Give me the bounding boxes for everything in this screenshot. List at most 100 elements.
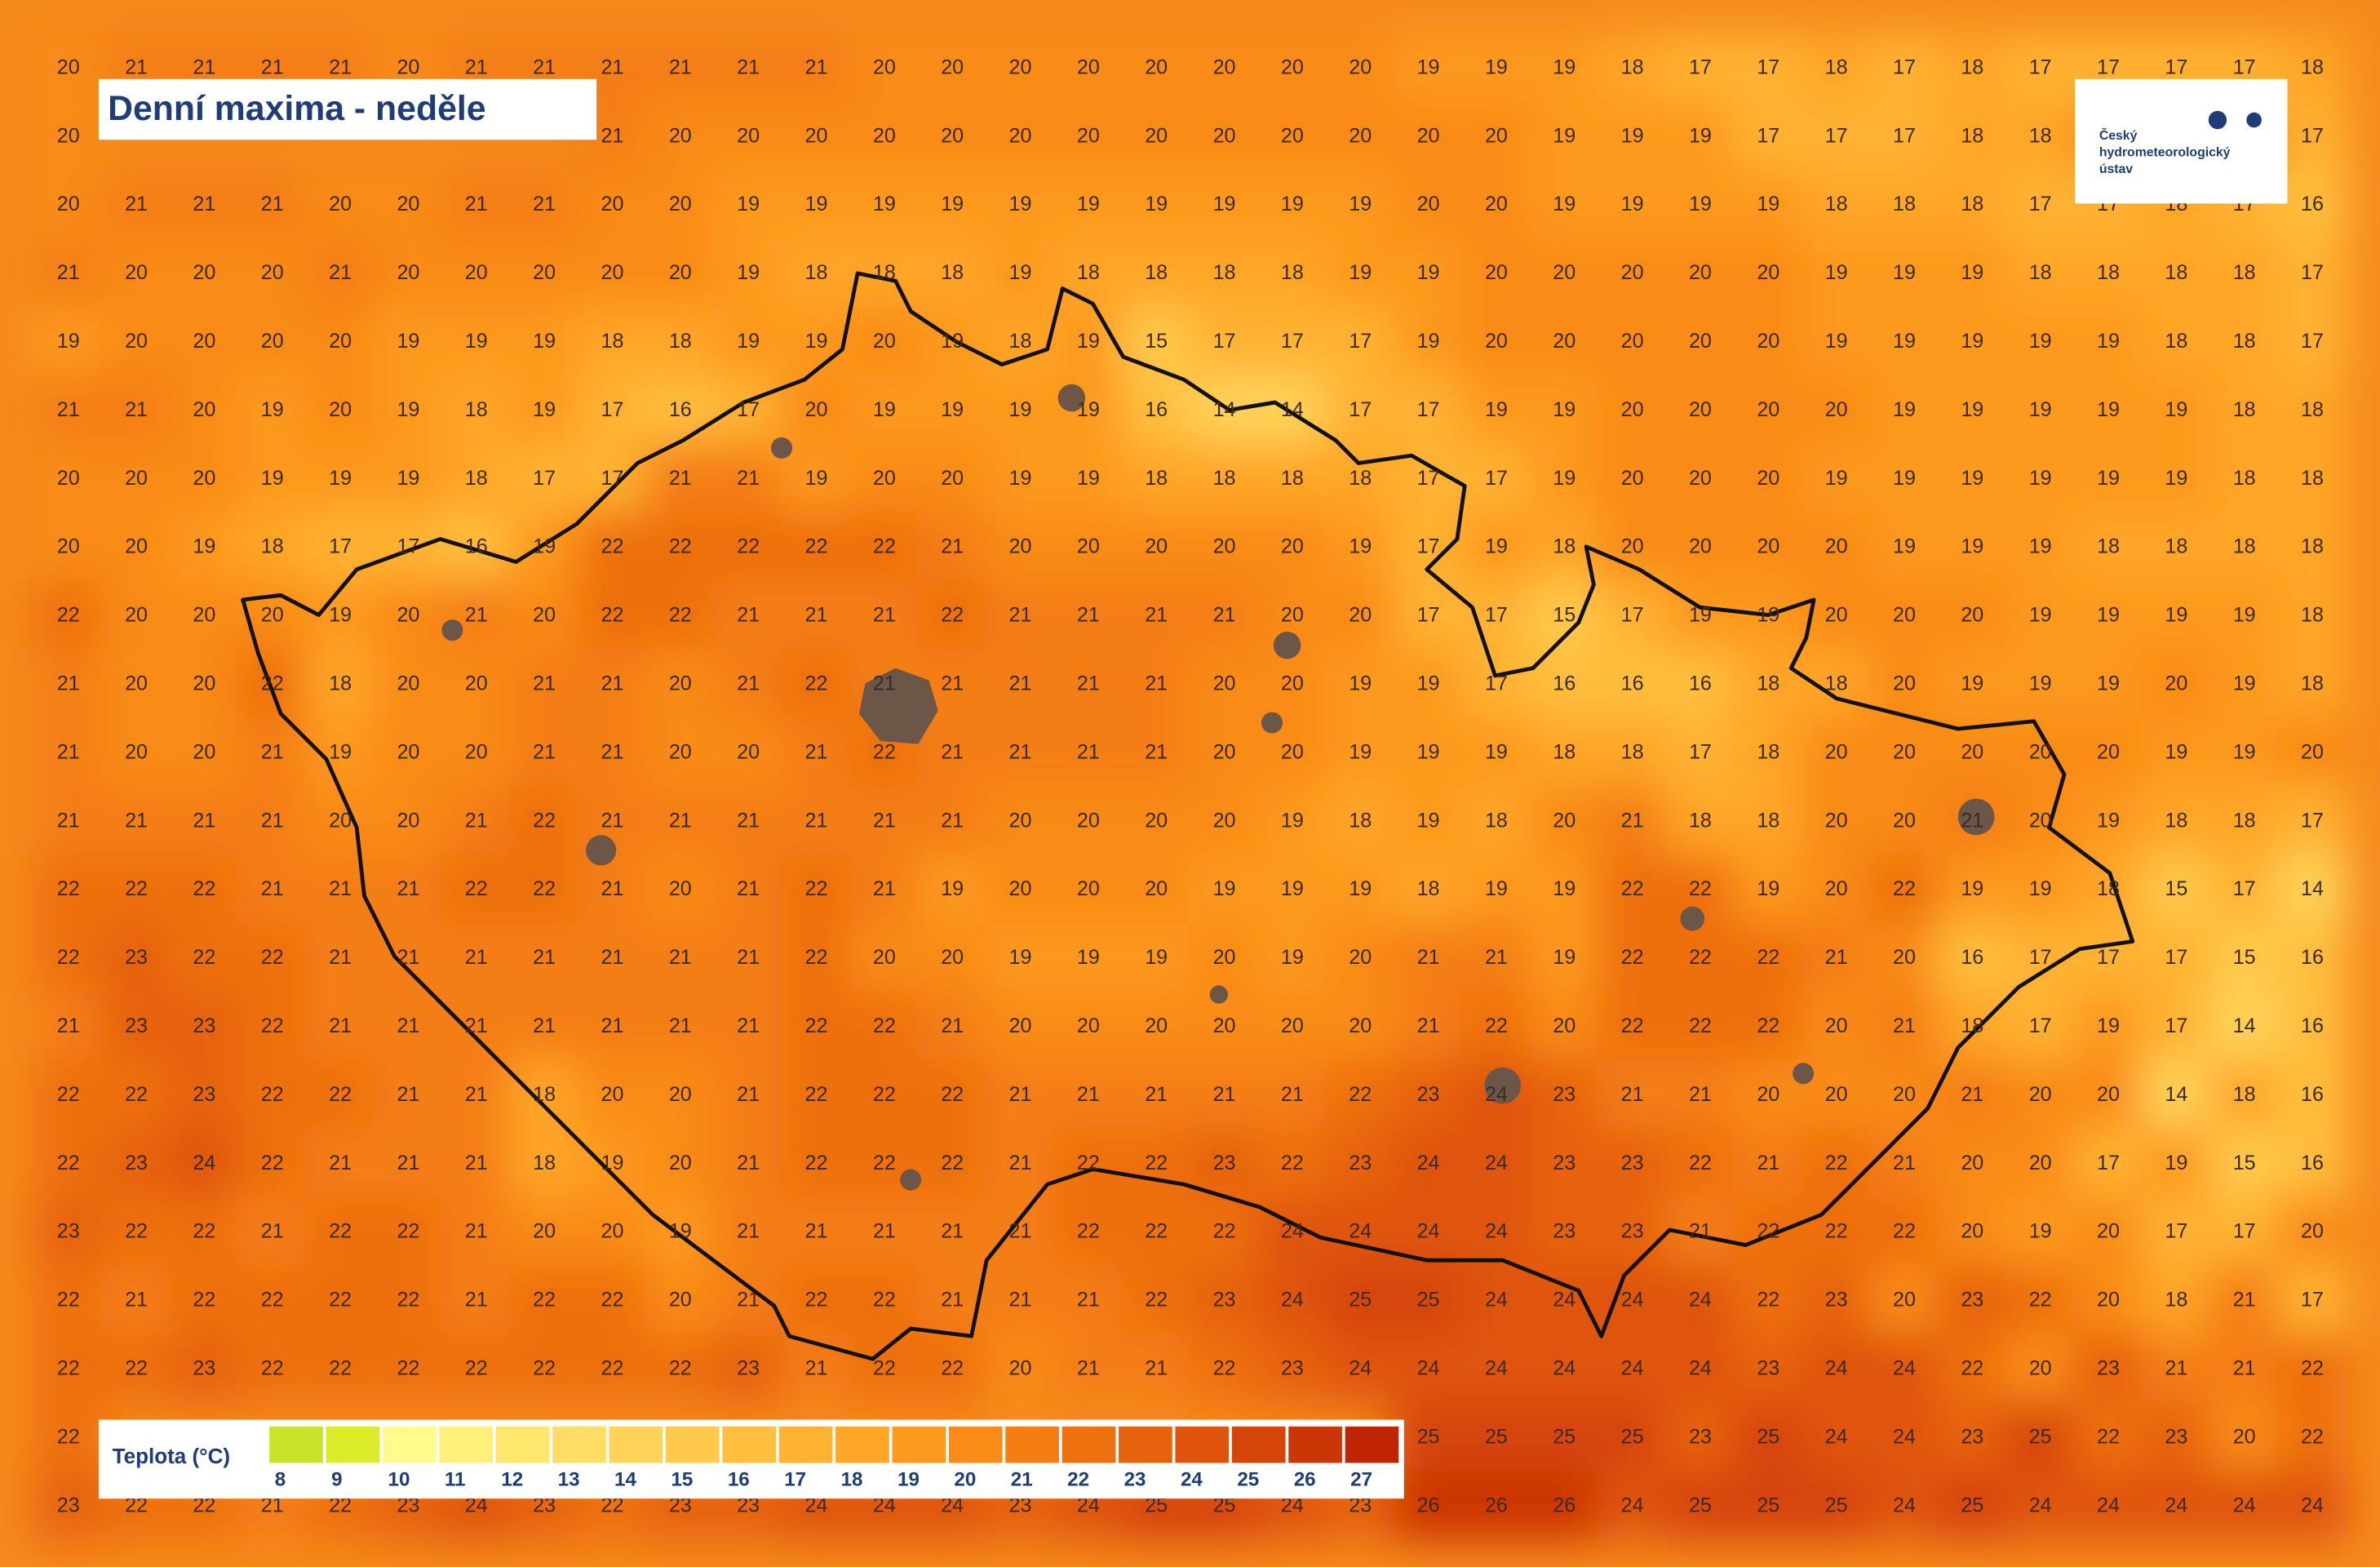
temperature-cell <box>916 854 988 926</box>
temperature-cell <box>100 1196 172 1268</box>
temperature-cell <box>1120 375 1192 447</box>
temperature-value: 24 <box>1485 1083 1508 1106</box>
temperature-value: 23 <box>57 1494 80 1516</box>
temperature-value: 22 <box>397 1357 419 1380</box>
temperature-value: 18 <box>1077 261 1100 284</box>
temperature-cell <box>1597 785 1669 858</box>
temperature-value: 22 <box>873 1083 896 1106</box>
temperature-cell <box>1324 1265 1396 1337</box>
temperature-value: 18 <box>1893 193 1916 215</box>
temperature-cell <box>1053 854 1124 926</box>
temperature-value: 22 <box>805 673 828 695</box>
temperature-cell <box>1053 169 1124 242</box>
temperature-value: 22 <box>1757 946 1779 969</box>
temperature-value: 14 <box>2233 1014 2256 1037</box>
temperature-cell <box>916 512 988 584</box>
temperature-value: 21 <box>261 877 284 900</box>
temperature-cell <box>2276 717 2348 789</box>
temperature-value: 18 <box>2301 55 2324 78</box>
temperature-value: 19 <box>1077 946 1100 969</box>
temperature-cell <box>1801 306 1873 379</box>
temperature-value: 22 <box>873 535 896 558</box>
temperature-cell <box>1936 1265 2008 1337</box>
temperature-cell <box>237 785 308 858</box>
temperature-value: 21 <box>669 809 692 832</box>
temperature-cell <box>1256 991 1328 1063</box>
temperature-cell <box>2209 1059 2280 1132</box>
temperature-cell <box>2005 237 2076 310</box>
temperature-value: 19 <box>1213 877 1236 900</box>
temperature-value: 20 <box>2165 673 2187 695</box>
temperature-cell <box>1053 649 1124 721</box>
temperature-cell <box>984 1265 1057 1337</box>
temperature-value: 22 <box>873 1357 896 1380</box>
temperature-cell <box>1324 237 1396 310</box>
temperature-cell <box>2276 100 2348 173</box>
temperature-value: 24 <box>1485 1220 1508 1243</box>
logo-text: hydrometeorologický <box>2099 146 2231 160</box>
temperature-cell <box>2276 922 2348 995</box>
temperature-cell <box>576 649 648 721</box>
temperature-cell <box>1732 1265 1804 1337</box>
temperature-cell <box>304 991 376 1063</box>
temperature-value: 19 <box>1961 673 1983 695</box>
temperature-value: 20 <box>465 261 488 284</box>
temperature-cell <box>1868 1265 1940 1337</box>
temperature-value: 22 <box>805 946 828 969</box>
temperature-cell <box>1936 100 2008 173</box>
temperature-cell <box>1120 100 1192 173</box>
temperature-value: 21 <box>1757 1152 1779 1174</box>
temperature-cell <box>1732 1128 1804 1201</box>
temperature-value: 21 <box>805 740 828 763</box>
temperature-value: 22 <box>2097 1425 2120 1448</box>
temperature-cell <box>2140 237 2212 310</box>
temperature-value: 19 <box>2097 1014 2120 1037</box>
temperature-value: 19 <box>1757 877 1779 900</box>
temperature-cell <box>2209 1128 2280 1201</box>
temperature-value: 19 <box>261 398 284 421</box>
temperature-value: 21 <box>601 809 623 832</box>
temperature-cell <box>712 580 784 652</box>
city <box>858 668 938 744</box>
temperature-value: 23 <box>57 1220 80 1243</box>
temperature-cell <box>1324 1128 1396 1201</box>
temperature-value: 20 <box>1009 1357 1032 1380</box>
temperature-cell <box>441 922 512 995</box>
temperature-value: 20 <box>1961 1152 1983 1174</box>
temperature-cell <box>508 443 580 516</box>
temperature-cell <box>1460 306 1532 379</box>
temperature-cell <box>2140 1334 2212 1405</box>
temperature-value: 18 <box>1961 55 1983 78</box>
temperature-value: 20 <box>1145 55 1168 78</box>
temperature-value: 23 <box>737 1357 760 1380</box>
temperature-value: 20 <box>193 604 215 627</box>
temperature-cell <box>2005 169 2076 242</box>
temperature-value: 16 <box>1689 673 1712 695</box>
temperature-value: 14 <box>1213 398 1236 421</box>
temperature-cell <box>1597 100 1669 173</box>
temperature-cell <box>1053 991 1124 1063</box>
temperature-value: 18 <box>533 1083 556 1106</box>
temperature-cell <box>100 306 172 379</box>
temperature-value: 20 <box>57 193 80 215</box>
temperature-cell <box>1732 1334 1804 1405</box>
temperature-value: 19 <box>737 193 760 215</box>
temperature-value: 19 <box>1893 330 1916 353</box>
temperature-value: 18 <box>1757 673 1779 695</box>
temperature-value: 19 <box>2165 740 2187 763</box>
temperature-value: 20 <box>1213 55 1236 78</box>
temperature-value: 25 <box>1961 1494 1983 1516</box>
temperature-cell <box>168 306 240 379</box>
temperature-value: 21 <box>805 809 828 832</box>
temperature-cell <box>576 443 648 516</box>
temperature-cell <box>645 922 716 995</box>
temperature-value: 25 <box>1621 1425 1644 1448</box>
temperature-cell <box>33 1401 104 1474</box>
temperature-cell <box>1393 649 1465 721</box>
temperature-value: 19 <box>1485 877 1508 900</box>
temperature-cell <box>1801 580 1873 652</box>
temperature-cell <box>1393 991 1465 1063</box>
temperature-value: 22 <box>193 1289 215 1312</box>
temperature-cell <box>100 1128 172 1201</box>
temperature-value: 21 <box>737 946 760 969</box>
